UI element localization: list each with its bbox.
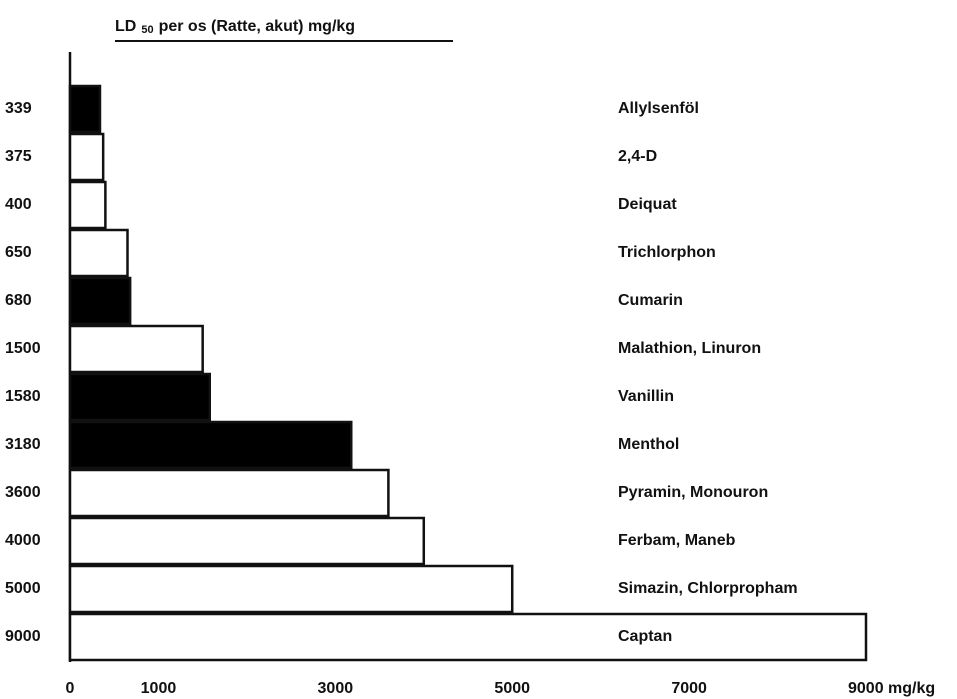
bar xyxy=(68,420,353,470)
category-label: Allylsenföl xyxy=(618,100,699,117)
x-tick-label: 5000 xyxy=(494,680,530,697)
category-label: Ferbam, Maneb xyxy=(618,532,736,549)
bar xyxy=(68,564,514,614)
category-label: Trichlorphon xyxy=(618,244,716,261)
category-label: Vanillin xyxy=(618,388,674,405)
value-label: 5000 xyxy=(5,580,41,597)
x-tick-label: 0 xyxy=(66,680,75,697)
value-label: 9000 xyxy=(5,628,41,645)
title-rest: per os (Ratte, akut) mg/kg xyxy=(159,18,355,35)
category-label: Menthol xyxy=(618,436,679,453)
value-label: 339 xyxy=(5,100,32,117)
x-tick-label: 1000 xyxy=(141,680,177,697)
category-label: Deiquat xyxy=(618,196,677,213)
bar xyxy=(68,324,204,374)
chart-title: LD 50 per os (Ratte, akut) mg/kg xyxy=(115,18,355,36)
category-label: 2,4-D xyxy=(618,148,657,165)
title-subscript: 50 xyxy=(141,24,153,36)
value-label: 680 xyxy=(5,292,32,309)
category-label: Malathion, Linuron xyxy=(618,340,761,357)
x-tick-label: 3000 xyxy=(318,680,354,697)
bar xyxy=(68,276,132,326)
bar xyxy=(68,468,390,518)
value-label: 1580 xyxy=(5,388,41,405)
category-label: Pyramin, Monouron xyxy=(618,484,768,501)
value-label: 1500 xyxy=(5,340,41,357)
bar xyxy=(68,612,868,662)
value-label: 375 xyxy=(5,148,32,165)
value-label: 3180 xyxy=(5,436,41,453)
bar xyxy=(68,132,105,182)
title-main: LD xyxy=(115,18,136,35)
bar xyxy=(68,516,426,566)
bar xyxy=(68,180,107,230)
value-label: 4000 xyxy=(5,532,41,549)
value-label: 650 xyxy=(5,244,32,261)
value-label: 400 xyxy=(5,196,32,213)
x-tick-label: 7000 xyxy=(671,680,707,697)
x-tick-label: 9000 mg/kg xyxy=(848,680,935,697)
category-label: Cumarin xyxy=(618,292,683,309)
bar xyxy=(68,84,102,134)
bar xyxy=(68,228,129,278)
category-label: Captan xyxy=(618,628,672,645)
value-label: 3600 xyxy=(5,484,41,501)
bar xyxy=(68,372,211,422)
category-label: Simazin, Chlorpropham xyxy=(618,580,798,597)
